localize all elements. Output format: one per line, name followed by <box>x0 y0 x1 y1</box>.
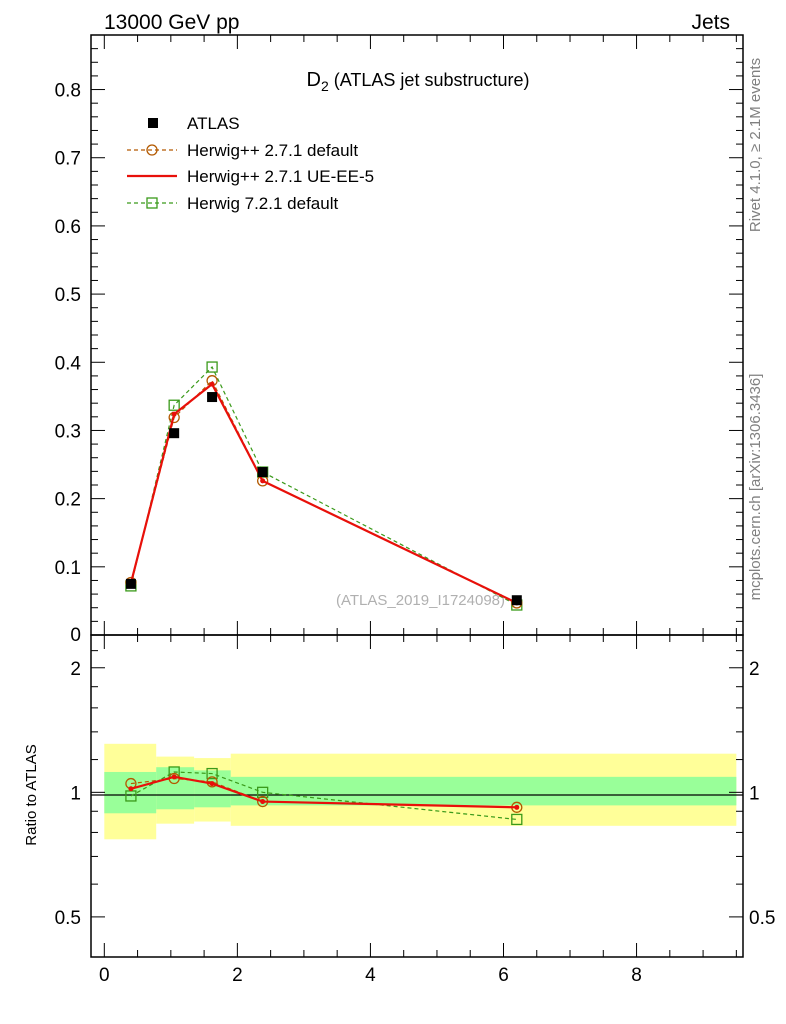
ratio-y-tick-label-right: 0.5 <box>749 908 775 929</box>
category-label: Jets <box>691 11 730 34</box>
main-y-zero-label: 0 <box>70 625 81 646</box>
ratio-y-axis-label: Ratio to ATLAS <box>23 744 40 845</box>
main-y-tick-label: 0.6 <box>55 217 81 238</box>
legend-entry-atlas: ATLAS <box>148 114 240 133</box>
legend-entry-herwigpp-ueee5: Herwig++ 2.7.1 UE-EE-5 <box>127 167 374 186</box>
legend-label-herwigpp-ueee5: Herwig++ 2.7.1 UE-EE-5 <box>187 167 374 186</box>
ratio-plot-panel: 0.5 0.5 1 1 2 2 0 2 4 6 8 Ratio to ATLAS <box>23 634 776 986</box>
ratio-stat-band-3 <box>230 776 737 806</box>
ratio-x-tick-label: 2 <box>232 965 243 986</box>
main-y-tick-label: 0.8 <box>55 81 81 102</box>
main-point-atlas <box>207 392 218 403</box>
ratio-y-tick-labels: 0.5 0.5 1 1 2 2 <box>55 659 776 929</box>
mcplots-label: mcplots.cern.ch [arXiv:1306.3436] <box>747 374 764 601</box>
legend-entry-herwig7-default: Herwig 7.2.1 default <box>127 194 338 213</box>
legend-label-herwig7-default: Herwig 7.2.1 default <box>187 194 338 213</box>
legend-label-atlas: ATLAS <box>187 114 240 133</box>
ratio-point-herwigpp-2-7-1-ue-ee-5 <box>260 799 266 805</box>
main-line-herwigpp-2-7-1-default <box>130 379 518 604</box>
main-point-atlas <box>125 578 136 589</box>
legend-marker-herwigpp-default <box>146 144 158 156</box>
main-line-herwig-7-2-1-default <box>130 366 518 606</box>
main-y-tick-label: 0.4 <box>55 353 82 374</box>
ratio-x-tick-label: 0 <box>99 965 110 986</box>
chart-title: D2 (ATLAS jet substructure) <box>307 69 530 94</box>
ratio-plot-frame <box>90 634 744 958</box>
ratio-y-tick-label-right: 2 <box>749 659 760 680</box>
ratio-line-herwig-7-2-1-default <box>130 771 517 821</box>
legend-label-herwigpp-default: Herwig++ 2.7.1 default <box>187 141 358 160</box>
ratio-uncertainty-bands <box>104 743 737 840</box>
main-point-atlas <box>257 467 268 478</box>
main-point-atlas <box>511 595 522 606</box>
ratio-y-tick-label-right: 1 <box>749 783 760 804</box>
main-point-atlas <box>169 428 180 439</box>
main-series-layer <box>125 361 523 611</box>
ratio-point-herwigpp-2-7-1-ue-ee-5 <box>128 786 134 792</box>
ratio-point-herwig-7-2-1-default <box>206 767 218 780</box>
ratio-ticks <box>91 635 743 957</box>
ratio-point-herwig-7-2-1-default <box>256 786 269 798</box>
rivet-version-label: Rivet 4.1.0, ≥ 2.1M events <box>747 58 764 232</box>
ratio-x-tick-label: 6 <box>498 965 509 986</box>
ratio-point-herwigpp-2-7-1-ue-ee-5 <box>514 804 520 810</box>
ratio-x-tick-label: 8 <box>631 965 642 986</box>
main-y-tick-label: 0.5 <box>55 285 81 306</box>
chart-title-rest: (ATLAS jet substructure) <box>329 70 530 90</box>
ratio-x-tick-label: 4 <box>365 965 376 986</box>
chart-title-main: D <box>307 69 321 91</box>
ratio-x-tick-labels: 0 2 4 6 8 <box>99 965 642 986</box>
legend-marker-herwig7-default <box>146 197 158 209</box>
legend-marker-atlas <box>148 118 158 128</box>
main-line-herwigpp-2-7-1-ue-ee-5 <box>129 382 518 604</box>
main-point-herwigpp-2-7-1-ue-ee-5 <box>260 478 266 484</box>
main-y-tick-label: 0.3 <box>55 421 81 442</box>
main-point-herwigpp-2-7-1-ue-ee-5 <box>209 381 215 387</box>
ratio-point-herwigpp-2-7-1-ue-ee-5 <box>171 774 177 780</box>
analysis-label: (ATLAS_2019_I1724098) <box>336 592 505 609</box>
legend-entry-herwigpp-default: Herwig++ 2.7.1 default <box>127 141 358 160</box>
main-point-herwig-7-2-1-default <box>206 361 218 373</box>
main-ticks <box>91 34 743 636</box>
main-y-tick-label: 0.7 <box>55 149 81 170</box>
ratio-y-tick-label: 2 <box>70 659 81 680</box>
legend: ATLAS Herwig++ 2.7.1 default Herwig++ 2.… <box>127 114 374 213</box>
ratio-y-tick-label: 0.5 <box>55 908 81 929</box>
main-y-tick-label: 0.1 <box>55 558 81 579</box>
energy-label: 13000 GeV pp <box>104 11 239 34</box>
main-y-tick-labels: 0.1 0.2 0.3 0.4 0.5 0.6 0.7 0.8 <box>55 81 82 579</box>
ratio-point-herwig-7-2-1-default <box>511 813 523 826</box>
main-point-herwig-7-2-1-default <box>168 399 180 411</box>
ratio-y-tick-label: 1 <box>70 783 81 804</box>
ratio-series-layer <box>125 766 523 826</box>
main-point-herwigpp-2-7-1-ue-ee-5 <box>171 411 177 417</box>
main-y-tick-label: 0.2 <box>55 490 81 511</box>
chart-title-subscript: 2 <box>321 78 329 94</box>
main-plot-panel: 0.1 0.2 0.3 0.4 0.5 0.6 0.7 0.8 0 D2 (ATLAS jet… <box>55 34 744 646</box>
ratio-point-herwigpp-2-7-1-ue-ee-5 <box>209 781 215 787</box>
